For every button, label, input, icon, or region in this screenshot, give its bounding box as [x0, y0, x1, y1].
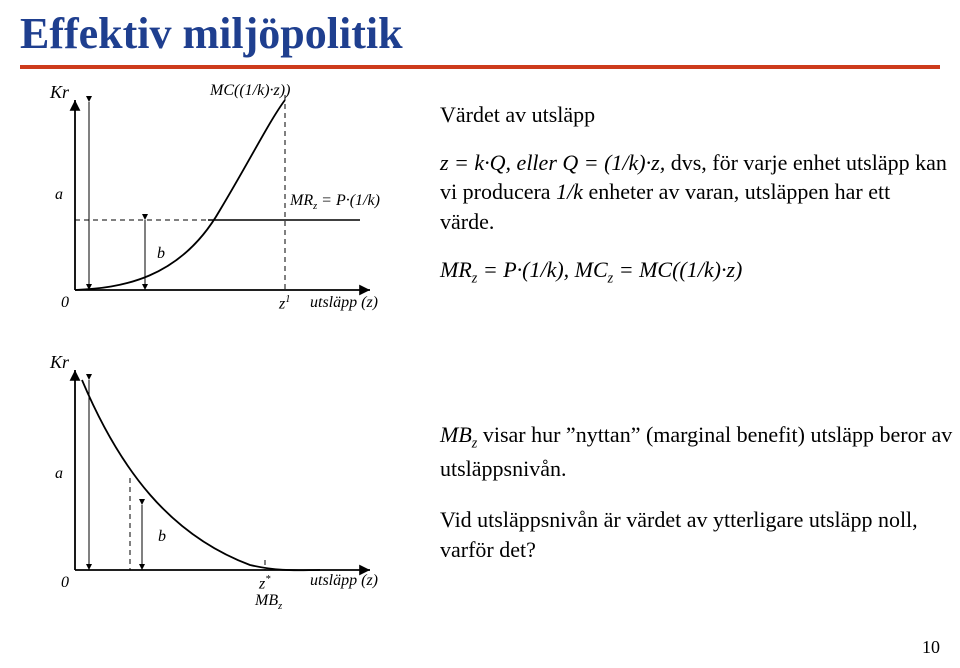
top-y-axis-label: Kr — [50, 82, 69, 103]
top-zero-label: 0 — [61, 294, 69, 312]
page-number: 10 — [922, 637, 940, 658]
bottom-zero-label: 0 — [61, 574, 69, 592]
title-underline — [20, 65, 940, 69]
page-title: Effektiv miljöpolitik — [20, 8, 940, 59]
top-text-p2: MRz = P·(1/k), MCz = MC((1/k)·z) — [440, 255, 950, 289]
bottom-graph: Kr a b 0 z* utsläpp (z) MBz — [20, 360, 400, 610]
bottom-y-axis-label: Kr — [50, 352, 69, 373]
bottom-text-p1: MBz visar hur ”nyttan” (marginal benefit… — [440, 420, 960, 483]
top-mr-label: MRz = P·(1/k) — [290, 192, 380, 212]
bottom-a-label: a — [55, 465, 63, 483]
bottom-text-p2: Vid utsläppsnivån är värdet av ytterliga… — [440, 505, 960, 564]
top-text-p1: z = k·Q, eller Q = (1/k)·z, dvs, för var… — [440, 148, 950, 237]
bottom-zstar-label: z* — [259, 574, 270, 593]
top-x-axis-label: utsläpp (z) — [310, 294, 378, 312]
top-b-label: b — [157, 245, 165, 263]
top-graph: Kr a b 0 z1 utsläpp (z) MC((1/k)·z)) MRz… — [20, 90, 400, 320]
bottom-mb-label: MBz — [255, 592, 282, 612]
top-a-label: a — [55, 186, 63, 204]
bottom-b-label: b — [158, 528, 166, 546]
top-z1-label: z1 — [279, 294, 290, 313]
title-area: Effektiv miljöpolitik — [20, 8, 940, 69]
top-mc-label: MC((1/k)·z)) — [210, 82, 290, 100]
bottom-text-block: MBz visar hur ”nyttan” (marginal benefit… — [440, 420, 960, 565]
top-text-block: Värdet av utsläpp z = k·Q, eller Q = (1/… — [440, 100, 950, 288]
bottom-x-axis-label: utsläpp (z) — [310, 572, 378, 590]
top-text-heading: Värdet av utsläpp — [440, 100, 950, 130]
